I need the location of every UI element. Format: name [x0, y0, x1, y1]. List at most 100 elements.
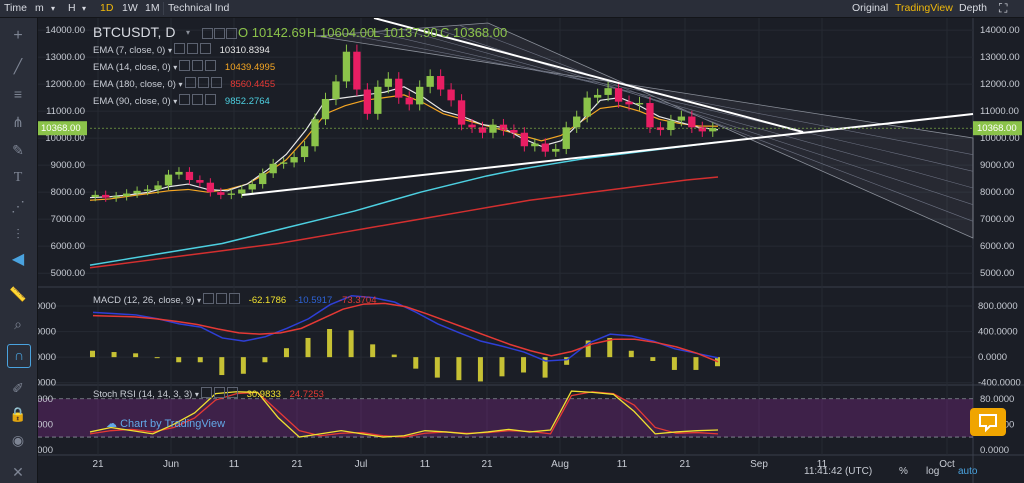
open-value: O 10142.69: [238, 25, 306, 40]
candle-body: [384, 78, 392, 87]
price-tick-label-left: 12000.00: [45, 79, 85, 90]
technical-indicators-button[interactable]: Technical Ind: [168, 2, 230, 14]
chat-icon: [979, 414, 997, 433]
time-label: Time: [4, 2, 27, 14]
last-price-badge: [973, 121, 1022, 136]
candle-body: [143, 189, 152, 191]
close-icon[interactable]: [226, 28, 237, 39]
candle-body: [112, 196, 120, 198]
price-tick-label-right: 9000.00: [980, 160, 1014, 171]
chat-button[interactable]: [970, 408, 1006, 436]
macd-histogram-bar: [413, 357, 419, 369]
prediction-icon[interactable]: ⫶: [16, 226, 20, 242]
signal-line: [92, 302, 719, 363]
chart-area[interactable]: 21 Jun 11 21 Jul 11 21 Aug 11 21 Sep 11 Oct 5000.00 50…: [38, 18, 1024, 483]
ruler-icon[interactable]: 📏: [9, 286, 27, 302]
chevron-down-icon[interactable]: ▾: [82, 4, 87, 13]
x-tick-label: 11: [229, 459, 240, 470]
magnet-icon[interactable]: ∩: [7, 344, 31, 368]
tradingview-watermark[interactable]: ☁ Chart by TradingView: [106, 418, 226, 430]
candle-body: [311, 119, 319, 147]
indicator-ema90[interactable]: EMA (90, close, 0) ▾ 9852.2764: [93, 94, 270, 107]
candle-body: [248, 184, 256, 190]
pattern-icon[interactable]: ⋰: [11, 198, 25, 214]
brush-icon[interactable]: ✎: [12, 142, 24, 158]
indicator-ema180[interactable]: EMA (180, close, 0) ▾ 8560.4455: [93, 77, 276, 90]
fullscreen-icon[interactable]: ⛶: [999, 1, 1008, 15]
pencil-lock-icon[interactable]: ✐: [12, 380, 24, 396]
macd-histogram-bar: [434, 357, 440, 378]
x-tick-label: 21: [679, 459, 691, 470]
candle-body: [478, 127, 487, 133]
candle-body: [227, 193, 235, 195]
minutes-dropdown[interactable]: m: [35, 2, 44, 14]
percent-toggle[interactable]: %: [899, 466, 908, 477]
log-toggle[interactable]: log: [926, 466, 940, 477]
macd-histogram-bar: [176, 357, 182, 363]
last-price-badge-left: [38, 121, 87, 136]
auto-toggle[interactable]: auto: [958, 466, 978, 477]
indicator-ema7[interactable]: EMA (7, close, 0) ▾ 10310.8394: [93, 43, 270, 56]
candle-body: [698, 127, 706, 132]
view-tradingview-button[interactable]: TradingView: [895, 2, 953, 14]
macd-histogram-bar: [283, 348, 289, 358]
macd-histogram-bar: [628, 350, 634, 358]
trash-icon[interactable]: ✕: [12, 464, 24, 480]
interval-1m-button[interactable]: 1M: [145, 2, 160, 14]
crosshair-icon[interactable]: +: [13, 27, 23, 44]
channel-line: [401, 29, 974, 189]
chart-toolbar: Time m ▾ H ▾ 1D 1W 1M Technical Ind Orig…: [0, 0, 1024, 18]
indicator-ema14[interactable]: EMA (14, close, 0) ▾ 10439.4995: [93, 60, 276, 73]
candle-body: [374, 86, 382, 114]
candle-body: [510, 130, 518, 133]
candle-body: [635, 103, 644, 105]
divider: [163, 2, 164, 15]
horizontal-lines-icon[interactable]: ≡: [13, 86, 23, 102]
x-tick-label: Jun: [163, 459, 179, 470]
pitchfork-icon[interactable]: ⋔: [12, 114, 24, 130]
hours-dropdown[interactable]: H: [68, 2, 76, 14]
trendline-icon[interactable]: ╱: [13, 58, 23, 74]
macd-histogram-bar: [391, 354, 397, 358]
view-depth-button[interactable]: Depth: [959, 2, 988, 14]
channel-line: [459, 24, 974, 222]
visibility-icon[interactable]: [214, 28, 225, 39]
price-tick-label-left: 5000.00: [51, 268, 85, 279]
chevron-down-icon[interactable]: ▾: [186, 28, 191, 37]
candle-body: [552, 148, 560, 152]
macd-histogram-bar: [671, 357, 677, 370]
x-tick-label: Jul: [355, 459, 368, 470]
macd-histogram-bar: [133, 353, 139, 358]
candle-body: [468, 124, 476, 128]
macd-histogram-bar: [585, 340, 591, 358]
macd-histogram-bar: [305, 337, 311, 358]
macd-legend[interactable]: MACD (12, 26, close, 9) ▾ -62.1786 -10.5…: [93, 293, 377, 306]
stoch-rsi-legend[interactable]: Stoch RSI (14, 14, 3, 3) ▾ 30.9833 24.72…: [93, 387, 324, 400]
zoom-icon[interactable]: ⌕: [14, 316, 22, 332]
price-tick-label-right: 8000.00: [980, 187, 1014, 198]
interval-1w-button[interactable]: 1W: [122, 2, 138, 14]
clock-time: 11:41:42 (UTC): [804, 466, 873, 477]
candle-body: [677, 116, 686, 121]
macd-histogram-bar: [542, 357, 548, 378]
macd-tick-label-left: 800.0000: [38, 301, 56, 312]
eye-icon[interactable]: ◉: [11, 432, 25, 448]
chevron-down-icon[interactable]: ▾: [51, 4, 56, 13]
text-tool-icon[interactable]: [8, 142, 28, 162]
interval-1d-button[interactable]: 1D: [100, 2, 114, 14]
text-icon[interactable]: T: [13, 170, 23, 185]
macd-tick-label-left: 400.0000: [38, 327, 56, 338]
price-tick-label-right: 11000.00: [980, 106, 1019, 117]
view-original-button[interactable]: Original: [852, 2, 889, 14]
settings-icon[interactable]: [202, 28, 213, 39]
candle-body: [196, 180, 204, 183]
candle-body: [489, 124, 497, 133]
macd-histogram-bar: [564, 357, 570, 365]
back-arrow-icon[interactable]: ◀: [11, 251, 25, 268]
candle-body: [436, 76, 445, 90]
candle-body: [395, 78, 403, 98]
lock-icon[interactable]: 🔒: [9, 406, 27, 422]
candle-body: [688, 116, 696, 128]
candle-body: [604, 88, 612, 95]
x-tick-label: Sep: [750, 459, 768, 470]
